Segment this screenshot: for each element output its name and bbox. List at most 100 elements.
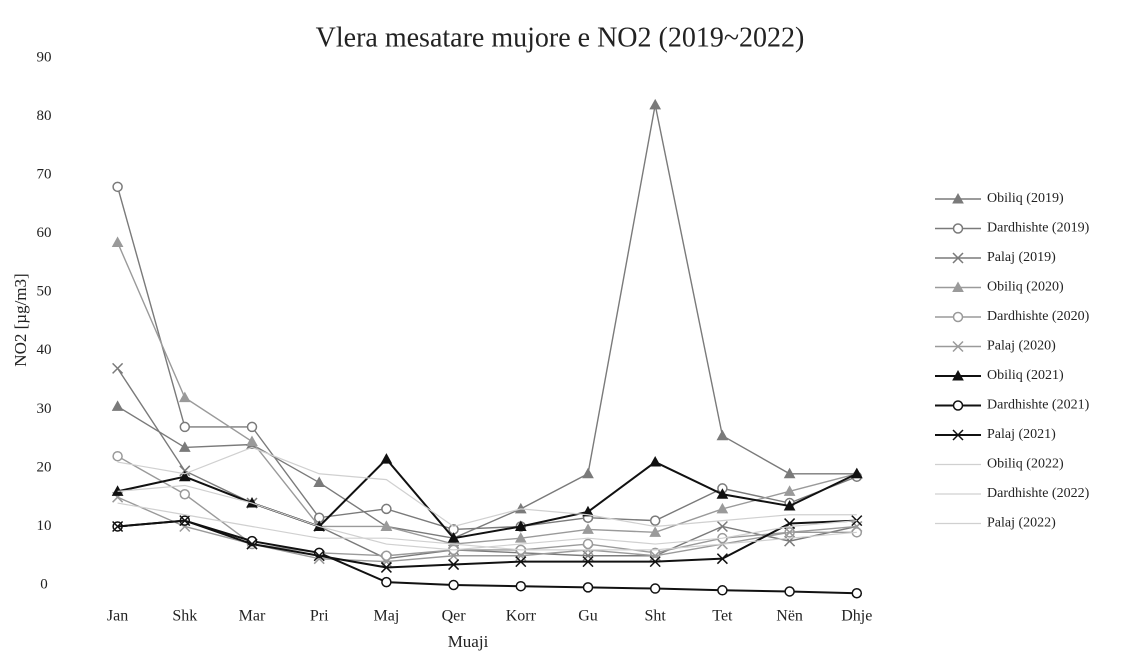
marker [649,515,661,526]
y-axis-title: NO2 [µg/m3] [11,273,30,366]
x-tick-label: Maj [374,608,400,625]
x-tick-label: Shk [172,608,197,625]
x-tick-label: Mar [239,608,266,625]
marker [784,526,796,538]
marker [582,523,594,534]
marker [514,532,527,543]
series-line [116,242,857,545]
marker [952,192,964,204]
marker [380,520,393,531]
legend-label: Palaj (2021) [987,427,1056,442]
marker [112,450,123,462]
y-tick-label: 10 [37,518,52,534]
series-line [117,446,857,528]
legend-label: Dardhishte (2020) [987,309,1090,324]
marker [246,538,258,550]
marker [448,550,460,562]
marker [179,515,191,527]
y-tick-label: 40 [37,342,52,358]
marker [380,561,392,573]
series-line [117,455,857,557]
legend-label: Palaj (2019) [987,250,1056,265]
marker [649,98,662,110]
marker [178,441,191,452]
marker [850,467,863,479]
y-tick-label: 50 [37,284,52,300]
marker [112,362,124,374]
x-tick-label: Sht [645,608,667,625]
x-axis-title: Muaji [448,632,489,651]
y-tick-label: 20 [37,459,52,475]
marker [952,252,964,264]
y-tick-label: 80 [37,108,52,124]
marker [952,429,964,441]
marker [716,429,729,441]
marker [952,311,964,323]
marker [381,503,392,515]
legend-label: Dardhishte (2022) [987,486,1090,501]
marker [952,400,964,411]
marker [783,499,796,511]
marker [952,281,964,292]
x-tick-label: Tet [712,608,733,625]
legend-label: Obiliq (2019) [987,191,1064,206]
chart-title: Vlera mesatare mujore e NO2 (2019~2022) [316,22,805,53]
x-tick-label: Pri [310,608,329,625]
marker [515,580,527,592]
x-tick-label: Dhje [841,608,872,625]
marker [111,236,124,247]
marker [784,586,795,597]
marker [313,550,325,562]
marker [783,467,796,479]
marker [178,470,191,482]
legend-label: Obiliq (2020) [987,280,1064,295]
series-line [117,367,857,560]
marker [783,485,796,496]
marker [111,400,124,411]
marker [582,582,594,593]
marker [582,556,594,568]
marker [717,585,728,596]
marker [649,556,661,568]
legend-label: Obiliq (2021) [987,368,1064,383]
series-line [117,502,857,551]
y-tick-label: 90 [37,49,52,65]
marker [447,532,460,543]
legend-label: Palaj (2022) [987,516,1056,531]
marker [582,467,594,479]
marker [246,435,258,447]
x-tick-label: Gu [578,608,598,625]
marker [448,559,460,571]
marker [716,488,729,499]
y-tick-label: 30 [37,401,52,417]
marker [582,505,594,517]
marker [716,502,729,514]
series-line [117,519,857,595]
x-tick-label: Korr [506,608,537,625]
series-line [116,186,858,531]
x-tick-label: Jan [107,608,128,625]
marker [112,520,124,533]
legend-label: Obiliq (2022) [987,457,1064,472]
series-line [117,104,857,539]
marker [448,579,459,591]
legend-label: Dardhishte (2019) [987,221,1090,236]
marker [381,576,392,588]
series-line [117,457,858,540]
marker [649,456,662,467]
marker [952,369,964,381]
y-tick-label: 60 [37,225,52,241]
y-tick-label: 70 [37,167,52,183]
marker [515,556,527,568]
marker [178,391,191,403]
legend-label: Dardhishte (2021) [987,398,1090,413]
marker [246,421,258,433]
marker [179,421,191,433]
marker [851,515,863,527]
marker [514,520,527,531]
legend-label: Palaj (2020) [987,339,1056,354]
marker [179,489,191,500]
y-tick-label: 0 [40,576,48,592]
